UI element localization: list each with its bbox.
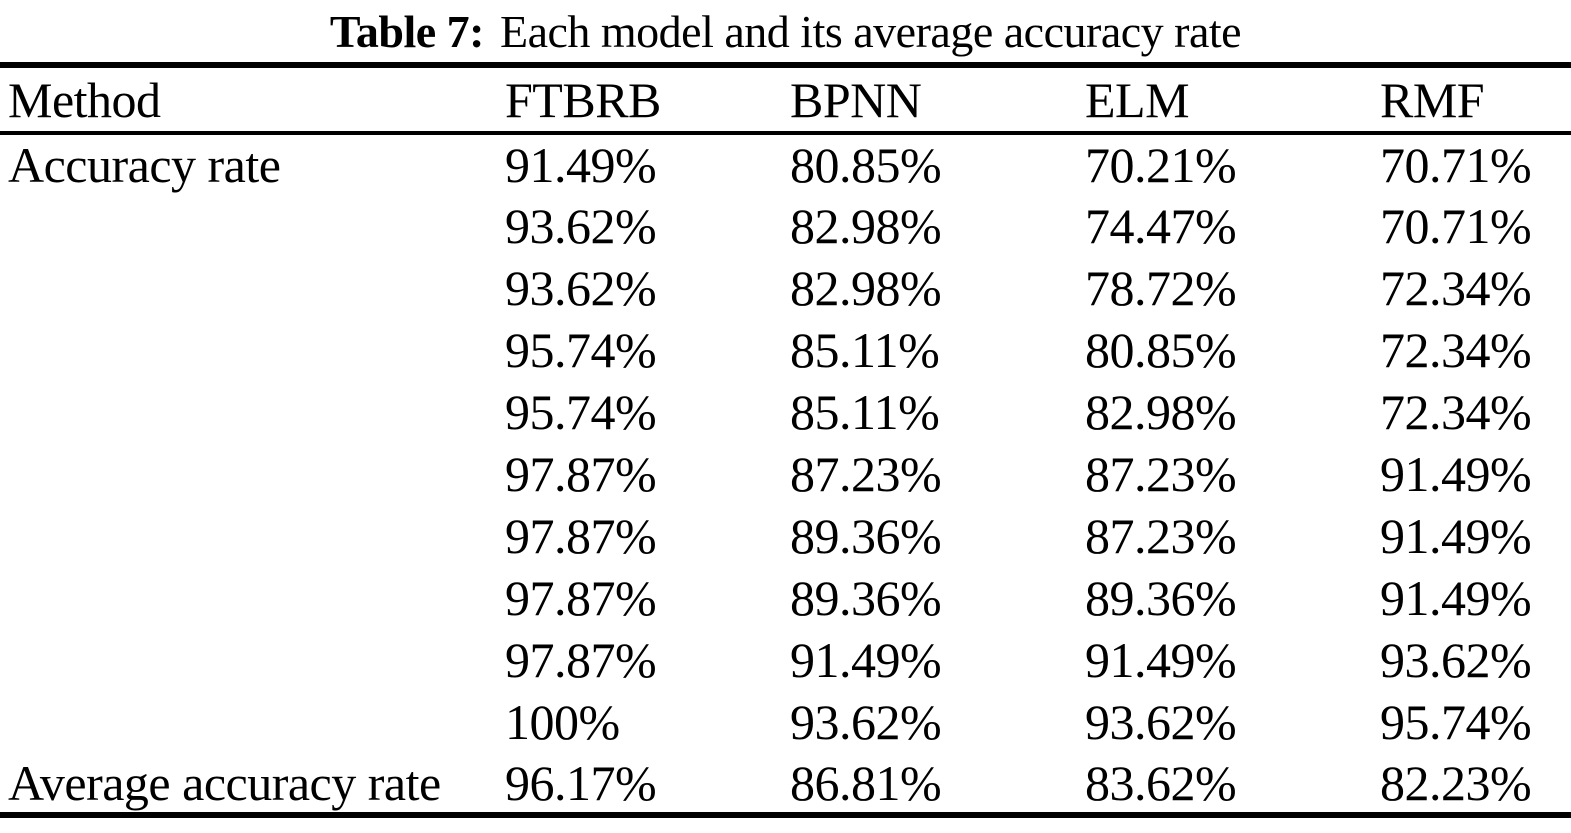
column-header-ftbrb: FTBRB bbox=[505, 65, 790, 135]
row-label-cell bbox=[0, 319, 505, 381]
value-cell: 87.23% bbox=[790, 446, 942, 502]
value-cell: 85.11% bbox=[790, 384, 940, 440]
header-row: Method FTBRB BPNN ELM RMF bbox=[0, 65, 1571, 135]
value-cell: 93.62% bbox=[790, 694, 942, 750]
table-row: 97.87% 89.36% 89.36% 91.49% bbox=[0, 567, 1571, 629]
table-row: 93.62% 82.98% 74.47% 70.71% bbox=[0, 195, 1571, 257]
table-row: 95.74% 85.11% 80.85% 72.34% bbox=[0, 319, 1571, 381]
value-cell: 93.62% bbox=[505, 260, 657, 316]
value-cell: 87.23% bbox=[1085, 446, 1237, 502]
value-cell: 72.34% bbox=[1380, 260, 1532, 316]
table-body: Accuracy rate 91.49% 80.85% 70.21% 70.71% 93.… bbox=[0, 133, 1571, 815]
value-cell: 85.11% bbox=[790, 322, 940, 378]
value-cell: 97.87% bbox=[505, 570, 657, 626]
caption-text: Each model and its average accuracy rate bbox=[499, 5, 1242, 57]
table-row: 97.87% 89.36% 87.23% 91.49% bbox=[0, 505, 1571, 567]
value-cell: 70.71% bbox=[1380, 137, 1532, 193]
row-label-cell bbox=[0, 691, 505, 753]
value-cell: 100% bbox=[505, 694, 620, 750]
table-caption: Table 7: Each model and its average accu… bbox=[0, 0, 1571, 62]
value-cell: 78.72% bbox=[1085, 260, 1237, 316]
value-cell: 86.81% bbox=[790, 754, 942, 811]
value-cell: 93.62% bbox=[505, 198, 657, 254]
value-cell: 82.98% bbox=[790, 198, 942, 254]
table-row: 97.87% 87.23% 87.23% 91.49% bbox=[0, 443, 1571, 505]
value-cell: 97.87% bbox=[505, 632, 657, 688]
value-cell: 96.17% bbox=[505, 754, 657, 811]
table-row: 93.62% 82.98% 78.72% 72.34% bbox=[0, 257, 1571, 319]
value-cell: 95.74% bbox=[1380, 694, 1532, 750]
value-cell: 91.49% bbox=[1085, 632, 1237, 688]
value-cell: 72.34% bbox=[1380, 322, 1532, 378]
row-label-cell bbox=[0, 257, 505, 319]
value-cell: 70.71% bbox=[1380, 198, 1532, 254]
value-cell: 87.23% bbox=[1085, 508, 1237, 564]
row-label-cell bbox=[0, 567, 505, 629]
value-cell: 89.36% bbox=[790, 508, 942, 564]
value-cell: 82.98% bbox=[1085, 384, 1237, 440]
value-cell: 91.49% bbox=[1380, 508, 1532, 564]
value-cell: 74.47% bbox=[1085, 198, 1237, 254]
table-row: Accuracy rate 91.49% 80.85% 70.21% 70.71% bbox=[0, 133, 1571, 195]
column-header-elm: ELM bbox=[1085, 65, 1380, 135]
value-cell: 89.36% bbox=[790, 570, 942, 626]
table-header: Method FTBRB BPNN ELM RMF bbox=[0, 65, 1571, 135]
row-label-cell bbox=[0, 629, 505, 691]
accuracy-table: Method FTBRB BPNN ELM RMF Accuracy rate 91.49… bbox=[0, 62, 1571, 818]
row-label-cell: Accuracy rate bbox=[8, 137, 281, 193]
value-cell: 93.62% bbox=[1380, 632, 1532, 688]
value-cell: 70.21% bbox=[1085, 137, 1237, 193]
value-cell: 82.23% bbox=[1380, 754, 1532, 811]
row-label-cell: Average accuracy rate bbox=[8, 754, 441, 811]
column-header-method: Method bbox=[0, 65, 505, 135]
column-header-rmf: RMF bbox=[1380, 65, 1571, 135]
value-cell: 91.49% bbox=[505, 137, 657, 193]
table-row: 95.74% 85.11% 82.98% 72.34% bbox=[0, 381, 1571, 443]
value-cell: 97.87% bbox=[505, 508, 657, 564]
value-cell: 83.62% bbox=[1085, 754, 1237, 811]
value-cell: 72.34% bbox=[1380, 384, 1532, 440]
table-row: Average accuracy rate 96.17% 86.81% 83.62% 8… bbox=[0, 753, 1571, 815]
value-cell: 89.36% bbox=[1085, 570, 1237, 626]
row-label-cell bbox=[0, 195, 505, 257]
row-label-cell bbox=[0, 443, 505, 505]
value-cell: 80.85% bbox=[790, 137, 942, 193]
value-cell: 97.87% bbox=[505, 446, 657, 502]
value-cell: 93.62% bbox=[1085, 694, 1237, 750]
column-header-bpnn: BPNN bbox=[790, 65, 1085, 135]
row-label-cell bbox=[0, 505, 505, 567]
value-cell: 95.74% bbox=[505, 384, 657, 440]
value-cell: 80.85% bbox=[1085, 322, 1237, 378]
caption-label: Table 7: bbox=[329, 5, 485, 57]
value-cell: 95.74% bbox=[505, 322, 657, 378]
value-cell: 82.98% bbox=[790, 260, 942, 316]
table-row: 100% 93.62% 93.62% 95.74% bbox=[0, 691, 1571, 753]
value-cell: 91.49% bbox=[1380, 446, 1532, 502]
value-cell: 91.49% bbox=[1380, 570, 1532, 626]
value-cell: 91.49% bbox=[790, 632, 942, 688]
row-label-cell bbox=[0, 381, 505, 443]
table-row: 97.87% 91.49% 91.49% 93.62% bbox=[0, 629, 1571, 691]
